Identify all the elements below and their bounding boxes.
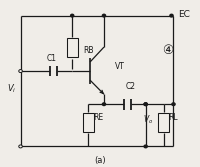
Circle shape bbox=[71, 14, 74, 17]
Text: (a): (a) bbox=[94, 156, 106, 165]
Circle shape bbox=[172, 103, 175, 106]
Text: C2: C2 bbox=[126, 82, 136, 91]
Text: VT: VT bbox=[115, 62, 125, 71]
Circle shape bbox=[170, 14, 173, 17]
Circle shape bbox=[19, 70, 22, 73]
Circle shape bbox=[144, 103, 147, 106]
Circle shape bbox=[19, 145, 22, 148]
Text: $V_i$: $V_i$ bbox=[7, 82, 16, 95]
Text: ④: ④ bbox=[162, 44, 173, 57]
Circle shape bbox=[144, 145, 147, 148]
Text: RE: RE bbox=[93, 113, 103, 122]
Bar bbox=[67, 38, 78, 57]
Circle shape bbox=[144, 103, 147, 106]
Text: C1: C1 bbox=[46, 54, 56, 63]
Text: RL: RL bbox=[169, 113, 178, 122]
Circle shape bbox=[102, 103, 106, 106]
Bar bbox=[158, 113, 169, 132]
Circle shape bbox=[102, 14, 106, 17]
Text: RB: RB bbox=[83, 46, 94, 55]
Text: $V_o$: $V_o$ bbox=[143, 113, 153, 126]
Circle shape bbox=[144, 103, 147, 106]
Bar bbox=[83, 113, 94, 132]
Text: EC: EC bbox=[178, 10, 190, 19]
